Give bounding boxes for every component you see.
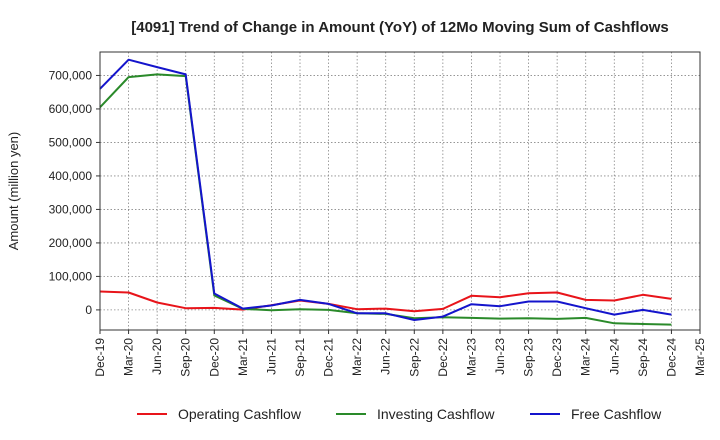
x-tick-label: Sep-20: [179, 338, 193, 377]
legend: Operating Cashflow Investing Cashflow Free…: [137, 406, 662, 422]
x-tick-label: Dec-23: [550, 338, 564, 377]
series-line-operating-cashflow: [99, 290, 672, 313]
x-tick-label: Mar-23: [464, 338, 478, 376]
x-tick-label: Sep-22: [407, 338, 421, 377]
chart-title: [4091] Trend of Change in Amount (YoY) o…: [131, 19, 669, 36]
x-tick-label: Jun-24: [607, 338, 621, 375]
x-tick-label: Sep-21: [293, 338, 307, 377]
legend-label-operating-cashflow: Operating Cashflow: [178, 406, 302, 422]
gridlines: [100, 52, 700, 330]
x-tick-label: Dec-20: [207, 338, 221, 377]
x-tick-label: Dec-21: [322, 338, 336, 377]
legend-label-free-cashflow: Free Cashflow: [571, 406, 662, 422]
x-tick-label: Jun-22: [379, 338, 393, 375]
x-tick-label: Mar-21: [236, 338, 250, 376]
y-tick-label: 600,000: [49, 102, 93, 116]
y-axis-label: Amount (million yen): [6, 132, 21, 251]
x-tick-label: Dec-19: [93, 338, 107, 377]
plot-frame: [99, 51, 701, 331]
x-tick-label: Mar-20: [122, 338, 136, 376]
plot-area: [100, 52, 700, 330]
x-tick-label: Mar-22: [350, 338, 364, 376]
series-line-free-cashflow: [99, 58, 672, 321]
x-tick-label: Mar-25: [693, 338, 707, 376]
x-tick-label: Jun-23: [493, 338, 507, 375]
legend-label-investing-cashflow: Investing Cashflow: [377, 406, 495, 422]
x-tick-label: Dec-24: [664, 338, 678, 377]
x-tick-label: Sep-24: [636, 338, 650, 377]
x-tick-label: Sep-23: [522, 338, 536, 377]
y-tick-label: 300,000: [49, 202, 93, 216]
x-tick-label: Jun-20: [150, 338, 164, 375]
y-tick-label: 700,000: [49, 68, 93, 82]
y-tick-label: 400,000: [49, 169, 93, 183]
series-lines: [99, 58, 672, 326]
y-tick-label: 0: [85, 303, 92, 317]
x-tick-label: Dec-22: [436, 338, 450, 377]
y-tick-label: 200,000: [49, 236, 93, 250]
y-tick-labels: 0 100,000 200,000 300,000 400,000 500,000 600,…: [49, 68, 100, 317]
x-tick-labels: Dec-19 Mar-20 Jun-20 Sep-20 Dec-20 Mar-21 Jun-…: [93, 330, 707, 377]
y-tick-label: 500,000: [49, 135, 93, 149]
y-tick-label: 100,000: [49, 269, 93, 283]
x-tick-label: Mar-24: [579, 338, 593, 376]
x-tick-label: Jun-21: [264, 338, 278, 375]
